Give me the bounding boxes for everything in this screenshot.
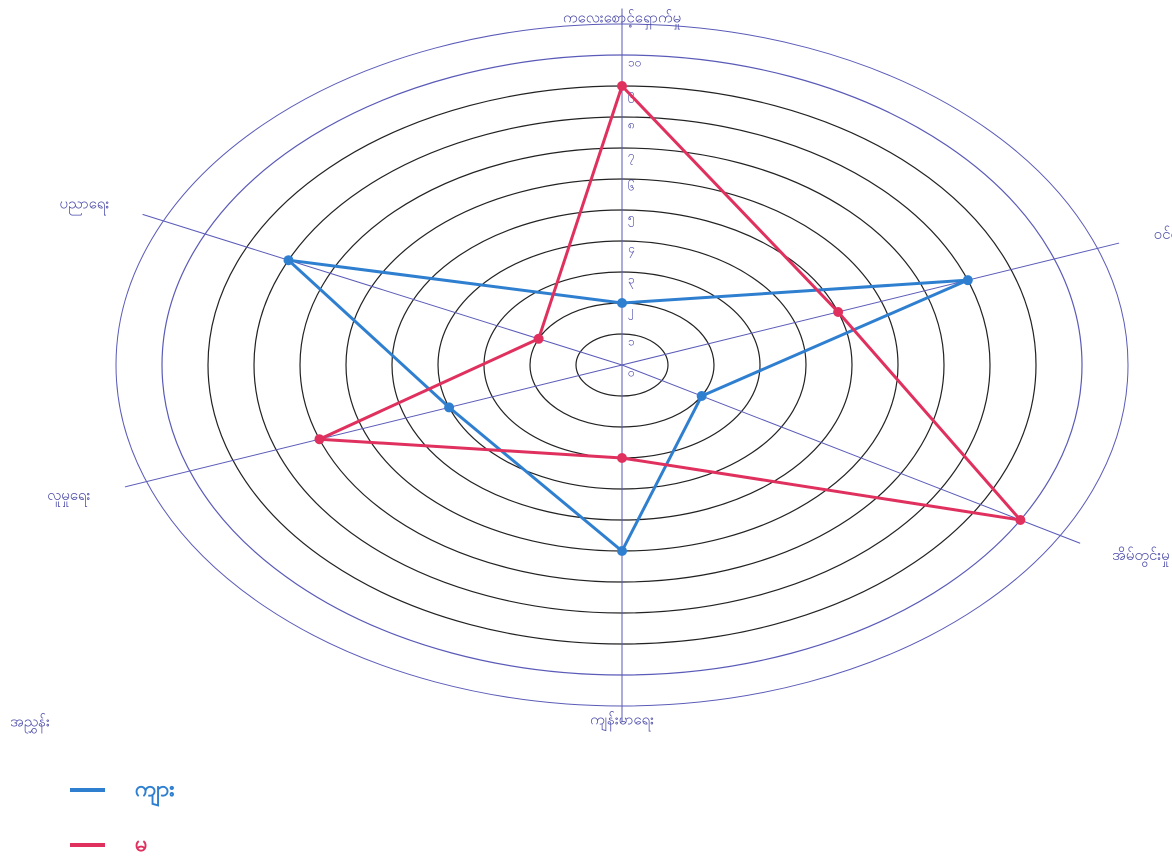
axis-label: ဝင်ငွေ xyxy=(1154,225,1172,246)
axis-label: လူမှုရေး xyxy=(47,486,90,507)
legend-label: ကျား xyxy=(135,777,175,806)
r-tick-label: ၄ xyxy=(628,242,635,259)
data-point xyxy=(617,298,627,308)
r-tick-label: ၁၀ xyxy=(628,56,642,70)
data-point xyxy=(617,546,627,556)
r-tick-label: ၅ xyxy=(628,211,635,228)
legend-title: အညွှန်း xyxy=(10,713,50,734)
data-point xyxy=(283,255,293,265)
data-point xyxy=(697,391,707,401)
axis-label: ပညာရေး xyxy=(59,194,109,215)
axis-line xyxy=(143,214,622,365)
data-point xyxy=(314,434,324,444)
axis-label: ကလေးစောင့်ရှောက်မှု xyxy=(563,9,681,30)
data-point xyxy=(534,334,544,344)
r-tick-label: ၃ xyxy=(628,273,635,290)
data-point xyxy=(963,275,973,285)
legend-label: မ xyxy=(135,832,148,856)
data-point xyxy=(833,307,843,317)
r-tick-label: ၆ xyxy=(628,179,635,194)
data-point xyxy=(617,453,627,463)
data-point xyxy=(1015,515,1025,525)
r-tick-label: ၁ xyxy=(628,335,635,349)
axis-label: အိမ်တွင်းမှု xyxy=(1112,546,1170,567)
axis-line xyxy=(622,243,1119,365)
axis-label: ကျန်းမာရေး xyxy=(590,711,654,732)
data-point xyxy=(444,402,454,412)
axis-line xyxy=(125,365,622,487)
axis-line xyxy=(622,365,1080,543)
r-tick-label: ၇ xyxy=(628,149,635,166)
r-tick-label: ၂ xyxy=(628,304,634,321)
r-tick-label: ၈ xyxy=(628,118,635,132)
data-point xyxy=(617,81,627,91)
chart: အညွှန်း ၀၁၂၃၄၅၆၇၈၉၁၀ကလေးစောင့်ရှောက်မှုဝ… xyxy=(0,0,1172,856)
